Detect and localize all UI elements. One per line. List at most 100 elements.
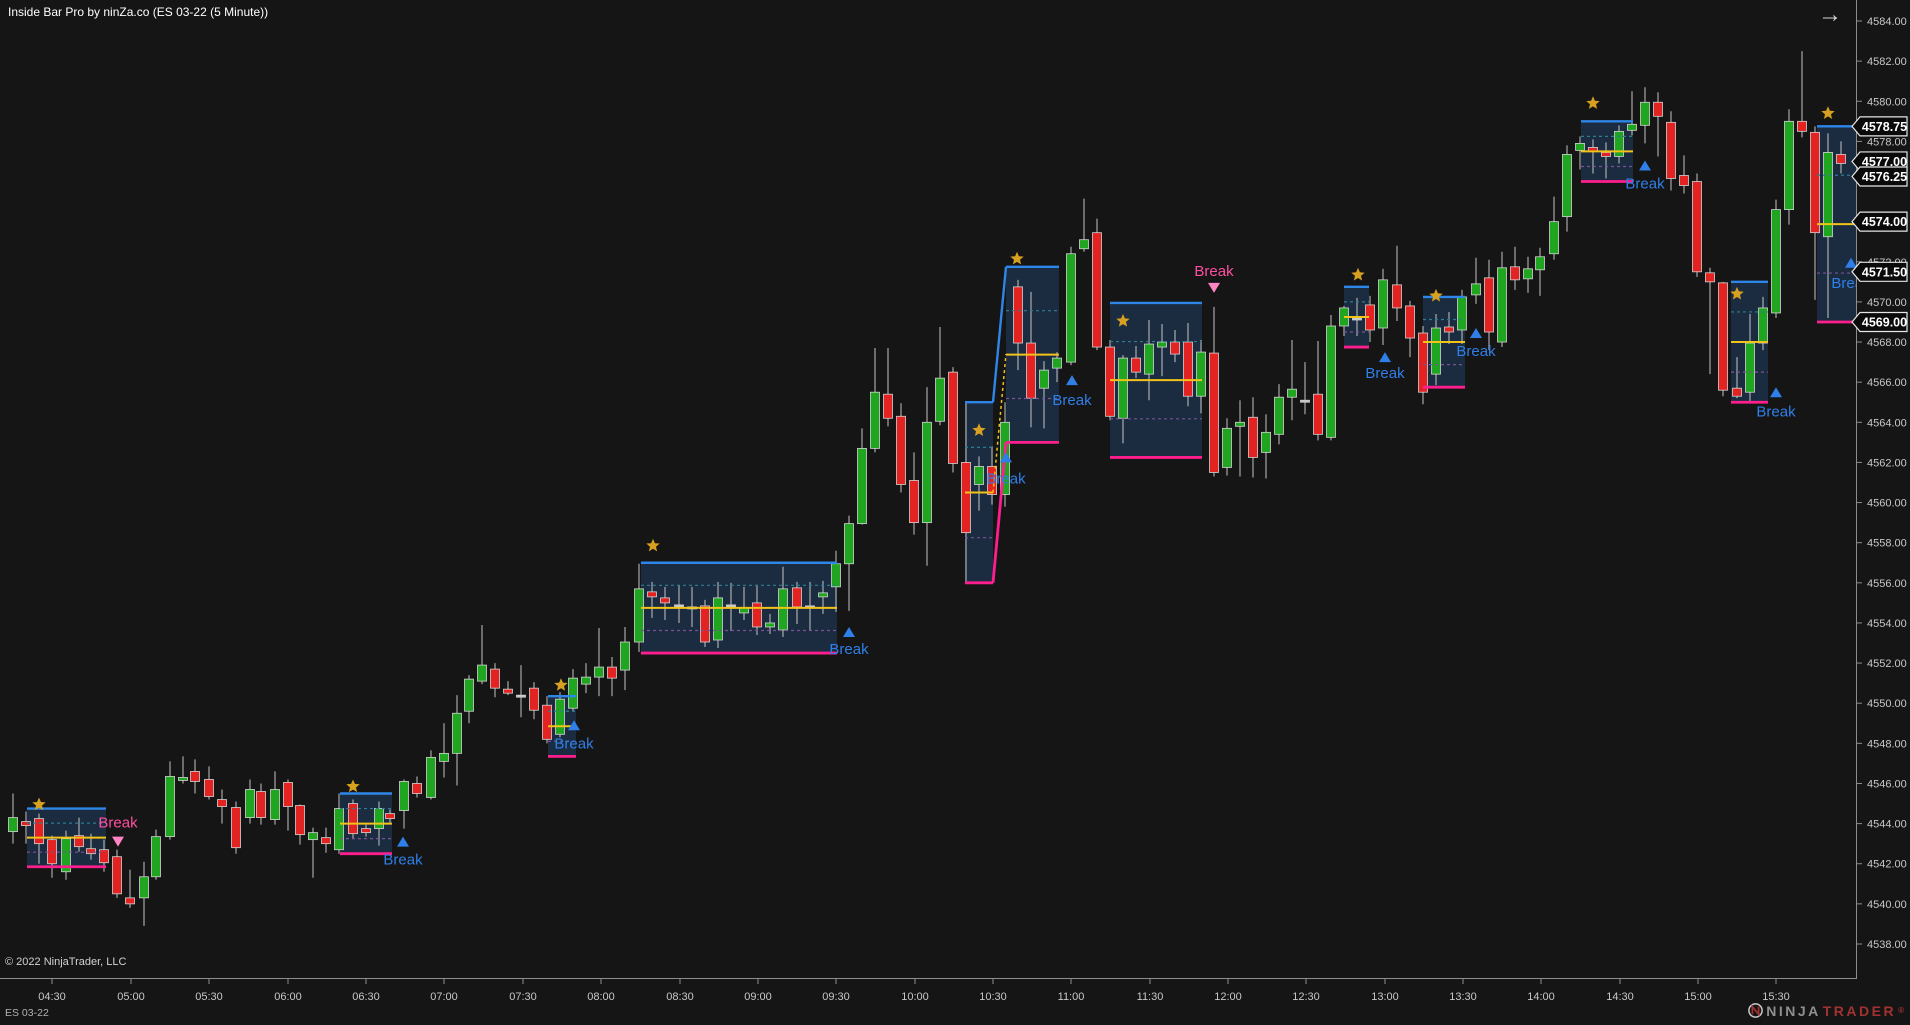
candle-body (256, 791, 266, 818)
candle-body (245, 789, 255, 818)
candle-body (1653, 101, 1663, 117)
time-axis-label: 13:00 (1371, 991, 1399, 1003)
inside-bar-star-icon (1730, 286, 1744, 300)
candle-body (896, 415, 906, 485)
ninjatrader-logo-icon (1748, 1003, 1764, 1018)
candle-body (647, 591, 657, 598)
candle-body (883, 393, 893, 419)
inside-bar-star-icon (346, 779, 360, 793)
candle-body (283, 782, 293, 807)
break-up-triangle-icon (568, 720, 580, 731)
price-axis-label: 4552.00 (1867, 658, 1907, 670)
candle-body (8, 817, 18, 833)
candle-body (1666, 121, 1676, 179)
time-axis[interactable]: 04:30 05:00 05:30 06:00 06:30 07:00 07:30 08:00… (0, 978, 1910, 1025)
candle-body (1562, 154, 1572, 218)
price-axis-label: 4562.00 (1867, 457, 1907, 469)
candle-body (1836, 154, 1846, 164)
candle-body (139, 876, 149, 899)
break-label: Break (1456, 343, 1496, 360)
candle-body (607, 666, 617, 679)
candle-body (348, 803, 358, 835)
price-marker-tag-label: 4574.00 (1862, 215, 1907, 229)
time-axis-label: 08:00 (587, 991, 615, 1003)
inside-bar-star-icon (32, 797, 46, 811)
candle-body (1326, 325, 1336, 438)
break-label: Break (1756, 403, 1796, 420)
time-axis-label: 11:00 (1058, 991, 1085, 1003)
inside-bar-star-icon (1116, 314, 1130, 327)
candle-body (295, 805, 305, 836)
candle-body (1248, 416, 1258, 458)
stars-layer (32, 96, 1835, 811)
candle-body (870, 391, 880, 449)
price-axis-label: 4582.00 (1867, 56, 1907, 68)
break-markers-layer: Break Break Break Break Break Break Break Break… (98, 160, 1871, 869)
candle-body (935, 377, 945, 422)
price-axis-label: 4556.00 (1867, 578, 1907, 590)
price-marker-tag (1851, 311, 1908, 333)
price-axis-label: 4542.00 (1867, 859, 1907, 871)
break-up-triangle-icon (1066, 375, 1078, 386)
candle-body (34, 818, 44, 845)
candle-body (1601, 152, 1611, 157)
candle-body (1679, 175, 1689, 186)
price-axis-label: 4566.00 (1867, 377, 1907, 389)
candle-body (1457, 296, 1467, 331)
box-connector-line (991, 266, 1008, 403)
price-axis-label: 4540.00 (1867, 899, 1907, 911)
candle-body (1523, 268, 1533, 280)
candle-body (726, 604, 736, 608)
candle-body (1066, 253, 1076, 363)
candle-body (1235, 421, 1245, 427)
price-marker-tag (1851, 116, 1908, 137)
break-up-triangle-icon (1000, 452, 1012, 463)
break-label: Break (1365, 365, 1405, 382)
candle-body (112, 856, 122, 895)
candle-body (490, 668, 500, 689)
price-axis-label: 4546.00 (1867, 778, 1907, 790)
break-label: Break (1194, 263, 1234, 280)
time-axis-label: 06:30 (352, 991, 380, 1003)
inside-bar-star-icon (646, 538, 660, 552)
logo-trader-text: TRADER (1822, 1002, 1897, 1019)
price-axis-label: 4554.00 (1867, 618, 1907, 630)
candle-body (1092, 232, 1102, 348)
break-label: Break (1052, 392, 1092, 409)
box-connector-line (991, 442, 1008, 583)
candle-body (594, 666, 604, 678)
time-axis-label: 09:30 (822, 991, 850, 1003)
candle-body (1484, 277, 1494, 333)
break-label: Break (1625, 176, 1665, 193)
candle-body (1718, 282, 1728, 391)
candle-body (308, 832, 318, 841)
candle-body (660, 597, 670, 604)
box-connector-line (992, 354, 1007, 493)
candle-body (321, 837, 331, 845)
candle-body (1535, 256, 1545, 271)
candle-body (1170, 341, 1180, 355)
inside-bar-star-icon (1586, 96, 1600, 109)
price-marker-tag (1851, 166, 1908, 187)
price-axis-label: 4570.00 (1867, 297, 1907, 309)
ninjatrader-logo: NINJA TRADER ® (1747, 1002, 1904, 1019)
scroll-right-arrow-icon[interactable]: → (1818, 1, 1842, 28)
candle-body (125, 897, 135, 905)
candle-body (1758, 307, 1768, 344)
candle-body (987, 466, 997, 495)
candle-body (909, 480, 919, 524)
inside-bar-star-icon (1010, 251, 1024, 265)
time-axis-label: 12:30 (1292, 991, 1320, 1003)
candle-body (1810, 131, 1820, 234)
candle-body (542, 704, 552, 740)
candle-body (385, 813, 395, 819)
candle-body (1575, 142, 1585, 151)
candle-body (1510, 266, 1520, 281)
candle-body (439, 752, 449, 762)
copyright-text: © 2022 NinjaTrader, LLC (5, 956, 127, 968)
candle-body (844, 523, 854, 565)
time-axis-label: 09:00 (744, 991, 772, 1003)
